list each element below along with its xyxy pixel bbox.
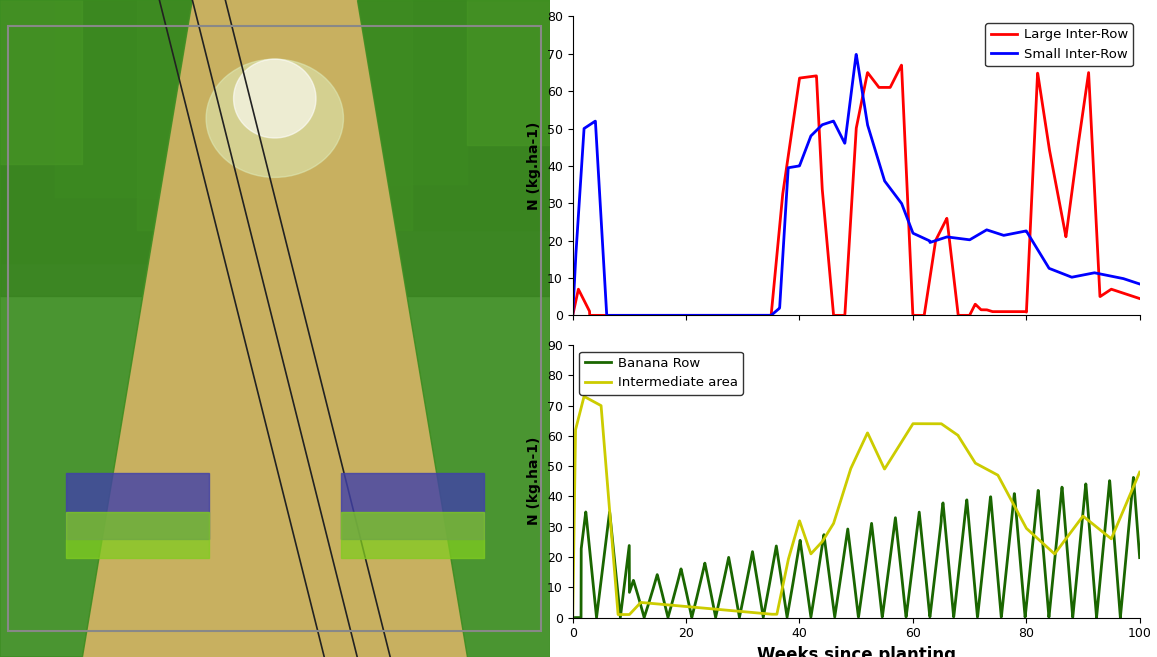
Legend: Banana Row, Intermediate area: Banana Row, Intermediate area [580, 351, 743, 395]
Legend: Large Inter-Row, Small Inter-Row: Large Inter-Row, Small Inter-Row [986, 23, 1133, 66]
Bar [0, 0, 164, 263]
Polygon shape [66, 512, 208, 558]
Bar [56, 0, 192, 197]
Polygon shape [66, 473, 208, 539]
Polygon shape [0, 0, 550, 296]
Y-axis label: N (kg.ha-1): N (kg.ha-1) [528, 437, 541, 526]
Polygon shape [340, 512, 484, 558]
Bar [0, 0, 82, 164]
Polygon shape [0, 0, 192, 657]
Polygon shape [82, 0, 467, 657]
Bar [138, 0, 412, 230]
Bar [358, 0, 467, 184]
Polygon shape [358, 0, 550, 657]
Polygon shape [340, 473, 484, 539]
Bar [384, 0, 550, 230]
Ellipse shape [206, 59, 344, 177]
Bar [467, 0, 550, 145]
Ellipse shape [234, 59, 316, 138]
Y-axis label: N (kg.ha-1): N (kg.ha-1) [528, 122, 541, 210]
X-axis label: Weeks since planting: Weeks since planting [757, 646, 956, 657]
